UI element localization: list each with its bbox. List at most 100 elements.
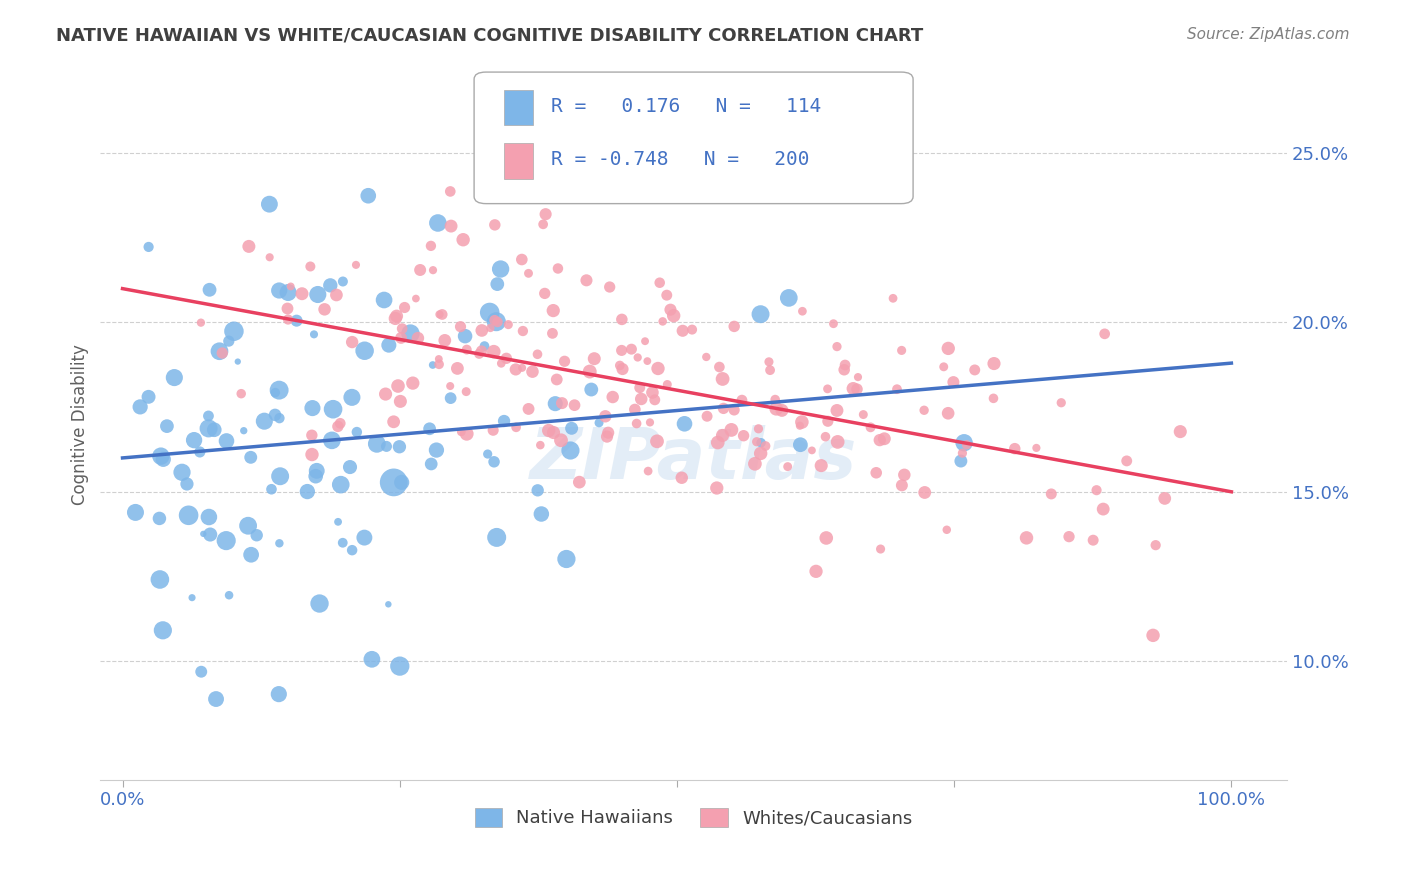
Point: [259, 250, 281, 264]
Point: [325, 288, 347, 302]
Point: [478, 305, 501, 319]
Point: [578, 365, 600, 379]
Point: [526, 483, 548, 498]
Point: [129, 400, 152, 414]
Point: [405, 292, 427, 306]
Point: [983, 357, 1005, 371]
Point: [377, 597, 399, 611]
Point: [749, 307, 772, 321]
Point: [713, 401, 735, 416]
Point: [326, 419, 349, 434]
Point: [1142, 628, 1164, 642]
Point: [148, 511, 170, 525]
Point: [602, 390, 624, 404]
Point: [636, 354, 658, 368]
Point: [277, 285, 299, 300]
Point: [953, 435, 976, 450]
Point: [610, 343, 633, 358]
Point: [305, 464, 328, 478]
Point: [176, 477, 198, 491]
Point: [260, 482, 283, 496]
Point: [522, 365, 544, 379]
Text: R =   0.176   N =   114: R = 0.176 N = 114: [551, 96, 821, 116]
Point: [197, 421, 219, 435]
Point: [231, 386, 253, 401]
Point: [823, 317, 845, 331]
Point: [681, 322, 703, 336]
Point: [357, 188, 380, 202]
Point: [789, 418, 811, 433]
Point: [1081, 533, 1104, 548]
Point: [422, 263, 444, 277]
Point: [932, 359, 955, 374]
Point: [869, 433, 891, 447]
Point: [865, 466, 887, 480]
Point: [709, 359, 731, 374]
Point: [406, 331, 429, 345]
Point: [384, 311, 406, 326]
Point: [498, 318, 520, 332]
Point: [456, 343, 478, 357]
Point: [375, 439, 398, 453]
Point: [152, 452, 174, 467]
Point: [790, 415, 813, 429]
Point: [706, 481, 728, 495]
Point: [568, 475, 591, 490]
Point: [776, 459, 799, 474]
Point: [630, 392, 652, 406]
Point: [156, 419, 179, 434]
Point: [477, 447, 499, 461]
Point: [402, 376, 425, 390]
Point: [510, 252, 533, 267]
Point: [825, 340, 848, 354]
Point: [253, 414, 276, 428]
Point: [456, 426, 478, 441]
Point: [484, 218, 506, 232]
Point: [672, 324, 695, 338]
Point: [512, 324, 534, 338]
Point: [314, 302, 336, 317]
Point: [626, 417, 648, 431]
Point: [555, 552, 578, 566]
Point: [388, 659, 411, 673]
Point: [200, 527, 222, 541]
Point: [1057, 530, 1080, 544]
Point: [825, 403, 848, 417]
Point: [474, 339, 496, 353]
Point: [468, 347, 491, 361]
Point: [893, 467, 915, 482]
Point: [471, 323, 494, 337]
Point: [329, 477, 352, 491]
Point: [814, 430, 837, 444]
Point: [550, 434, 572, 448]
Point: [484, 313, 506, 327]
Point: [1040, 487, 1063, 501]
Point: [426, 216, 449, 230]
Point: [832, 363, 855, 377]
Point: [842, 382, 865, 396]
Point: [215, 434, 238, 448]
Point: [530, 507, 553, 521]
Point: [456, 384, 478, 399]
Point: [1004, 442, 1026, 456]
Point: [485, 530, 508, 544]
Point: [711, 372, 734, 386]
Point: [361, 652, 384, 666]
Point: [890, 478, 912, 492]
Point: [387, 379, 409, 393]
Text: R = -0.748   N =   200: R = -0.748 N = 200: [551, 150, 810, 169]
Point: [269, 383, 291, 397]
FancyBboxPatch shape: [503, 144, 533, 178]
Point: [450, 425, 472, 439]
Point: [382, 415, 405, 429]
Point: [950, 446, 973, 460]
Point: [344, 258, 367, 272]
Point: [711, 428, 734, 442]
Point: [804, 565, 827, 579]
Point: [596, 429, 619, 443]
Point: [759, 363, 782, 377]
Point: [491, 356, 513, 370]
Point: [494, 414, 516, 428]
Point: [218, 588, 240, 602]
Point: [301, 448, 323, 462]
